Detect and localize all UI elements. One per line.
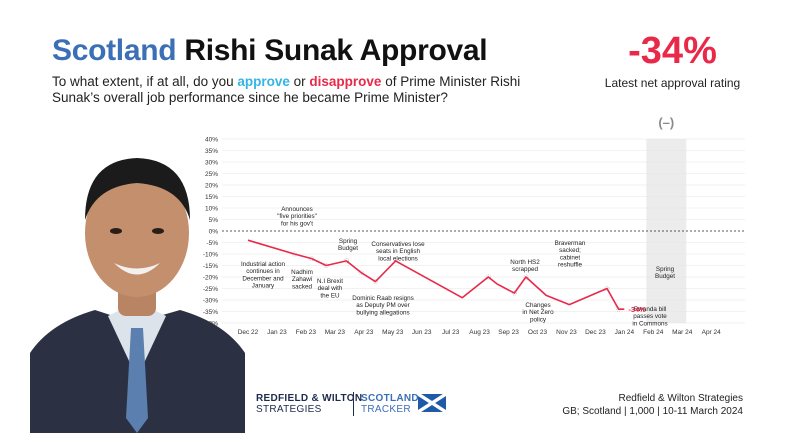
annotation-label: Spring Budget	[655, 266, 675, 280]
x-axis-ticks: Dec 22 Jan 23 Feb 23 Mar 23 Apr 23 May 23 Jun …	[238, 329, 721, 336]
x-tick-label: Feb 24	[643, 329, 664, 336]
title-rest: Rishi Sunak Approval	[184, 34, 488, 67]
annotation-label: N.I Brexit deal with the EU	[317, 278, 343, 299]
x-tick-label: Mar 23	[325, 329, 346, 336]
annotation-label: Dominic Raab resigns as Deputy PM over bul…	[352, 295, 414, 316]
brand-logo: REDFIELD & WILTON STRATEGIES	[256, 393, 362, 415]
annotation-label: Industrial action continues in December an…	[241, 261, 286, 290]
brand-line-2: STRATEGIES	[256, 404, 322, 415]
y-tick-label: -5%	[206, 240, 218, 247]
approval-line	[247, 239, 625, 310]
y-tick-label: 0%	[209, 228, 219, 235]
chart-annotations: Industrial action continues in December an…	[241, 206, 675, 327]
y-tick-label: 20%	[205, 182, 218, 189]
y-tick-label: -30%	[203, 297, 218, 304]
x-tick-label: Apr 24	[702, 329, 722, 336]
shaded-period-label: (–)	[658, 115, 674, 130]
x-tick-label: Dec 22	[238, 329, 259, 336]
annotation-marker	[485, 274, 491, 280]
portrait-hair	[85, 158, 190, 220]
y-tick-label: 40%	[205, 136, 218, 143]
y-tick-label: 15%	[205, 194, 218, 201]
net-approval-value: -34%	[628, 30, 717, 72]
x-tick-label: Dec 23	[585, 329, 606, 336]
x-tick-label: Nov 23	[556, 329, 577, 336]
y-tick-label: -10%	[203, 251, 218, 258]
scotland-flag-icon	[418, 394, 446, 412]
y-tick-label: 30%	[205, 159, 218, 166]
source-line-1: Redfield & Wilton Strategies	[618, 393, 743, 404]
annotation-label: Announces "five priorities" for his gov't	[277, 206, 317, 227]
portrait-image	[30, 158, 245, 433]
x-tick-label: Jan 23	[267, 329, 287, 336]
net-approval-label: Latest net approval rating	[604, 76, 741, 90]
subtitle-pre: To what extent, if at all, do you	[52, 74, 238, 89]
y-tick-label: -35%	[203, 309, 218, 316]
portrait-eye-left	[110, 228, 122, 234]
annotation-marker	[372, 279, 378, 285]
subtitle-disapprove: disapprove	[309, 74, 382, 89]
y-tick-label: 35%	[205, 148, 218, 155]
x-tick-label: Apr 23	[354, 329, 374, 336]
portrait-tie	[126, 328, 148, 433]
annotation-label: North HS2 scrapped	[510, 259, 540, 273]
y-tick-label: -25%	[203, 286, 218, 293]
annotation-label: Spring Budget	[338, 238, 358, 252]
y-tick-label: -20%	[203, 274, 218, 281]
x-tick-label: Oct 23	[528, 329, 548, 336]
y-tick-label: -40%	[203, 320, 218, 327]
subtitle-approve: approve	[237, 74, 290, 89]
annotation-label: Changes in Net Zero policy	[522, 302, 554, 323]
subtitle: To what extent, if at all, do you approv…	[52, 74, 522, 106]
x-tick-label: Feb 23	[296, 329, 317, 336]
chart-grid	[222, 138, 745, 324]
y-tick-label: 5%	[209, 217, 219, 224]
x-tick-label: Jan 24	[615, 329, 635, 336]
page-title: Scotland Rishi Sunak Approval	[52, 34, 488, 68]
series-line	[247, 239, 625, 310]
annotation-marker	[511, 290, 517, 296]
x-tick-label: Sep 23	[498, 329, 519, 336]
y-tick-label: 10%	[205, 205, 218, 212]
annotation-marker	[523, 274, 529, 280]
annotation-label: Conservatives lose seats in English local …	[371, 241, 425, 262]
x-tick-label: Jun 23	[412, 329, 432, 336]
tracker-line-2: TRACKER	[361, 404, 411, 415]
x-tick-label: Mar 24	[672, 329, 693, 336]
footer-divider	[353, 392, 354, 416]
source-note: Redfield & Wilton Strategies GB; Scotlan…	[562, 392, 743, 418]
x-tick-label: Jul 23	[442, 329, 460, 336]
subtitle-post: of Prime Minister Rishi Sunak’s overall …	[52, 74, 521, 105]
annotation-marker	[358, 269, 364, 275]
annotation-label: Braverman sacked; cabinet reshuffle	[555, 240, 586, 269]
tracker-line-1: SCOTLAND	[361, 393, 419, 404]
title-region: Scotland	[52, 34, 177, 67]
annotation-label: Nadhim Zahawi sacked	[291, 269, 313, 290]
brand-line-1: REDFIELD & WILTON	[256, 393, 363, 404]
portrait-eye-right	[152, 228, 164, 234]
annotation-marker	[604, 286, 610, 291]
tracker-logo: SCOTLAND TRACKER	[361, 393, 419, 415]
source-line-2: GB; Scotland | 1,000 | 10-11 March 2024	[562, 406, 743, 417]
latest-value-label: -34%	[628, 305, 646, 314]
portrait-smile	[114, 263, 160, 275]
annotation-label: Rwanda bill passes vote in Commons	[632, 306, 667, 327]
subtitle-mid: or	[289, 74, 310, 89]
x-tick-label: Aug 23	[469, 329, 490, 336]
y-axis-ticks: 40% 35% 30% 25% 20% 15% 10% 5% 0% -5% -10% -15% -20%…	[203, 136, 218, 327]
portrait-face	[85, 169, 189, 297]
y-tick-label: -15%	[203, 263, 218, 270]
y-tick-label: 25%	[205, 171, 218, 178]
x-tick-label: May 23	[382, 329, 404, 336]
